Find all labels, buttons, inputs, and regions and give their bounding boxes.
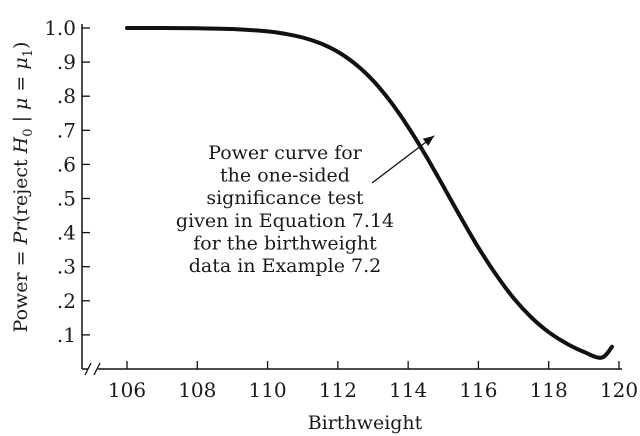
- annotation-line: for the birthweight: [193, 232, 377, 254]
- x-tick-label: 106: [108, 378, 146, 402]
- y-tick-label: .7: [57, 118, 76, 142]
- x-tick-label: 118: [530, 378, 568, 402]
- annotation-line: Power curve for: [208, 142, 363, 164]
- axis-break-mark-left: [84, 362, 92, 376]
- x-axis-title: Birthweight: [308, 412, 423, 434]
- y-title-prefix: Power =: [10, 244, 32, 332]
- y-axis-ticks: .1 .2 .3 .4 .5 .6 .7 .8 .9 1.0: [44, 16, 90, 347]
- x-tick-label: 114: [389, 378, 427, 402]
- y-title-pr: Pr: [10, 221, 32, 246]
- y-tick-label: 1.0: [44, 16, 76, 40]
- y-tick-label: .2: [57, 289, 76, 313]
- y-tick-label: .1: [57, 323, 76, 347]
- y-title-open: (reject: [10, 153, 32, 222]
- axis-break-mark-right: [93, 362, 101, 376]
- y-title-h: H: [10, 136, 32, 154]
- annotation-line: data in Example 7.2: [189, 255, 382, 277]
- annotation-arrow-shaft: [371, 135, 435, 184]
- y-axis-title: Power = Pr(reject H0 | μ = μ1): [10, 42, 36, 333]
- y-tick-label: .4: [57, 221, 76, 245]
- x-tick-label: 116: [459, 378, 497, 402]
- x-tick-label: 110: [248, 378, 286, 402]
- annotation-line: given in Equation 7.14: [176, 210, 394, 232]
- y-tick-label: .5: [57, 187, 76, 211]
- y-title-eq: =: [10, 70, 32, 98]
- y-tick-label: .3: [57, 255, 76, 279]
- y-title-mu: μ: [10, 98, 32, 110]
- power-curve-line: [125, 25, 614, 360]
- x-tick-label: 112: [319, 378, 357, 402]
- y-title-mu-sub: 1: [21, 49, 36, 57]
- x-tick-label: 120: [600, 378, 638, 402]
- annotation-line: significance test: [206, 187, 364, 209]
- y-tick-label: .8: [57, 84, 76, 108]
- annotation-arrow-head: [422, 135, 435, 146]
- x-tick-label: 108: [178, 378, 216, 402]
- y-title-close: ): [10, 42, 32, 49]
- y-title-h-sub: 0: [21, 128, 36, 136]
- y-title-mu2: μ: [10, 57, 32, 69]
- axes: [81, 24, 622, 376]
- annotation-line: the one-sided: [220, 165, 350, 187]
- y-tick-label: .9: [57, 50, 76, 74]
- y-tick-label: .6: [57, 152, 76, 176]
- y-title-bar: |: [10, 110, 32, 128]
- x-axis-ticks: 106 108 110 112 114 116 118 120: [108, 361, 638, 402]
